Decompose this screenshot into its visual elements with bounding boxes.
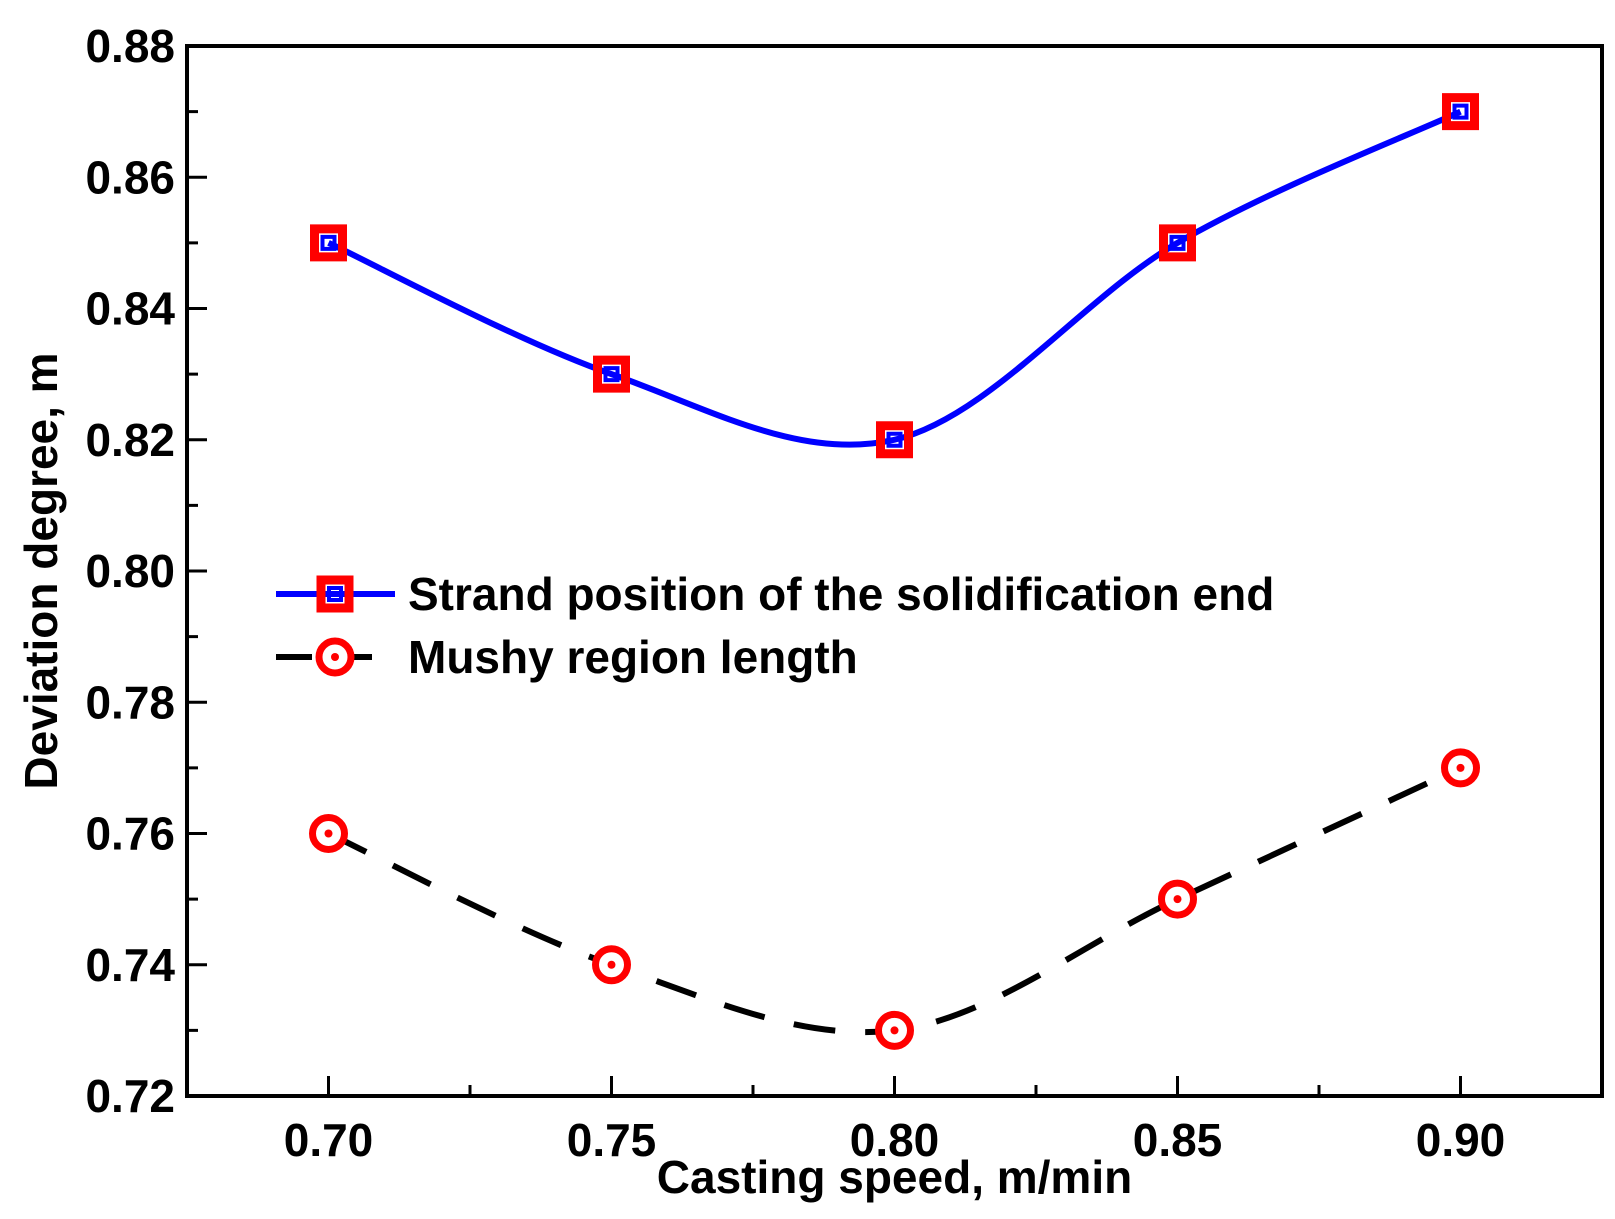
series-layer xyxy=(309,93,1480,1050)
x-tick-label: 0.75 xyxy=(567,1114,657,1166)
x-axis-title: Casting speed, m/min xyxy=(657,1151,1132,1203)
legend-symbol xyxy=(315,637,355,677)
y-tick-label: 0.84 xyxy=(85,283,175,335)
legend-label-mushy: Mushy region length xyxy=(408,631,858,683)
data-point-s1-3 xyxy=(1158,879,1197,919)
plot-frame xyxy=(185,44,1604,1098)
y-tick-label: 0.86 xyxy=(85,151,175,203)
data-point-s1-4 xyxy=(1441,748,1480,788)
y-tick-label: 0.72 xyxy=(85,1070,175,1122)
x-tick-label: 0.85 xyxy=(1133,1114,1223,1166)
legend-label-strand: Strand position of the solidification en… xyxy=(408,568,1274,620)
x-tick-label: 0.80 xyxy=(850,1114,940,1166)
y-tick-label: 0.88 xyxy=(85,20,175,72)
series-line-1 xyxy=(327,765,1462,1036)
data-point-s0-2 xyxy=(876,421,913,459)
x-tick-label: 0.90 xyxy=(1416,1114,1506,1166)
y-tick-label: 0.82 xyxy=(85,414,175,466)
legend-marker-mushy xyxy=(315,637,355,677)
y-tick-label: 0.74 xyxy=(85,939,175,991)
data-point-s0-0 xyxy=(310,224,347,262)
data-point-s0-3 xyxy=(1159,224,1196,262)
data-point-s0-4 xyxy=(1442,93,1479,131)
y-axis-title: Deviation degree, m xyxy=(15,352,67,789)
y-tick-label: 0.80 xyxy=(85,545,175,597)
legend-marker-strand xyxy=(316,575,354,613)
data-point-s1-1 xyxy=(592,945,631,985)
data-point-s1-0 xyxy=(309,814,348,853)
tick-layer: 0.70 0.75 0.80 0.85 0.90 0.72 0.74 0.76 0.78 0.80… xyxy=(85,20,1505,1166)
data-point-s0-1 xyxy=(593,355,630,393)
legend: Strand position of the solidification en… xyxy=(276,568,1274,683)
series-line-0 xyxy=(327,108,1462,448)
data-point-s1-2 xyxy=(875,1010,914,1050)
legend-symbol xyxy=(316,575,354,613)
x-tick-label: 0.70 xyxy=(284,1114,374,1166)
y-tick-label: 0.78 xyxy=(85,676,175,728)
y-tick-label: 0.76 xyxy=(85,808,175,860)
